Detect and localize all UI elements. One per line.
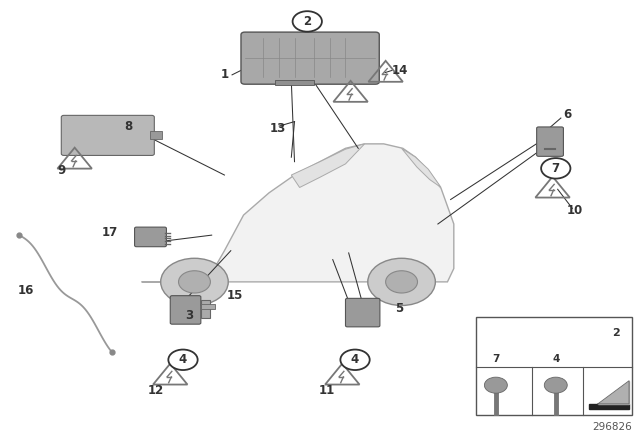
Polygon shape — [598, 381, 629, 404]
Circle shape — [292, 11, 322, 32]
Text: 2: 2 — [612, 328, 620, 338]
FancyBboxPatch shape — [241, 32, 380, 84]
Text: 1: 1 — [220, 69, 228, 82]
Text: 4: 4 — [179, 353, 187, 366]
Text: 4: 4 — [552, 354, 559, 364]
Text: 13: 13 — [270, 122, 286, 135]
Text: 9: 9 — [58, 164, 66, 177]
Polygon shape — [589, 404, 629, 409]
Text: 17: 17 — [102, 226, 118, 239]
Text: 7: 7 — [552, 162, 560, 175]
Text: 15: 15 — [227, 289, 243, 302]
Bar — [202, 304, 216, 309]
Text: 12: 12 — [147, 384, 164, 397]
Text: 3: 3 — [186, 309, 193, 322]
Bar — [202, 300, 211, 319]
Text: 6: 6 — [563, 108, 572, 121]
Text: 4: 4 — [351, 353, 359, 366]
Text: 8: 8 — [125, 120, 133, 133]
Bar — [275, 80, 314, 85]
FancyBboxPatch shape — [134, 227, 166, 247]
Text: 2: 2 — [303, 15, 311, 28]
Text: 10: 10 — [567, 204, 583, 217]
Bar — [476, 318, 632, 415]
FancyBboxPatch shape — [61, 116, 154, 155]
Circle shape — [368, 258, 435, 306]
Polygon shape — [401, 148, 441, 188]
Text: 11: 11 — [318, 384, 335, 397]
Text: 14: 14 — [392, 64, 408, 77]
Text: 16: 16 — [17, 284, 34, 297]
Circle shape — [386, 271, 417, 293]
FancyBboxPatch shape — [346, 298, 380, 327]
Circle shape — [604, 324, 629, 342]
Polygon shape — [141, 144, 454, 282]
Circle shape — [179, 271, 211, 293]
Circle shape — [544, 377, 567, 393]
FancyBboxPatch shape — [170, 296, 201, 324]
Text: 296826: 296826 — [593, 422, 632, 432]
FancyBboxPatch shape — [537, 127, 563, 156]
Text: 7: 7 — [492, 354, 500, 364]
Circle shape — [340, 349, 370, 370]
Circle shape — [541, 158, 570, 179]
Circle shape — [168, 349, 198, 370]
Circle shape — [484, 377, 508, 393]
Polygon shape — [291, 144, 365, 188]
Bar — [150, 131, 162, 139]
Text: 5: 5 — [396, 302, 404, 315]
Circle shape — [161, 258, 228, 306]
